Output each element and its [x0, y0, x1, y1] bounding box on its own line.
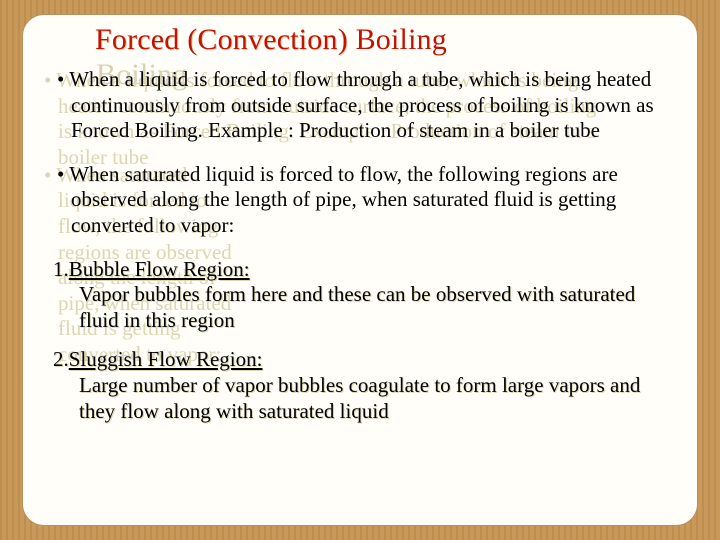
- bullet-item: • When saturated liquid is forced to flo…: [51, 162, 669, 239]
- title-text: Forced (Convection) Boiling: [95, 23, 447, 56]
- region-1-num: 1.: [53, 257, 69, 281]
- region-item: 1.Bubble Flow Region:Vapor bubbles form …: [51, 257, 669, 334]
- bullet-item: • When a liquid is forced to flow throug…: [51, 67, 669, 144]
- region-2-body: Large number of vapor bubbles coagulate …: [53, 373, 669, 424]
- region-2-num: 2.: [53, 347, 69, 371]
- bullet-2-text: When saturated liquid is forced to flow,…: [69, 162, 623, 237]
- region-2-heading: Sluggish Flow Region:: [69, 347, 263, 371]
- region-item: 2.Sluggish Flow Region:Large number of v…: [51, 347, 669, 424]
- slide-title: Forced (Convection) Boiling Forced (Conv…: [95, 23, 669, 57]
- bullet-1-text: When a liquid is forced to flow through …: [69, 67, 659, 142]
- slide-panel: Forced (Convection) Boiling Forced (Conv…: [22, 14, 698, 526]
- region-1-heading: Bubble Flow Region:: [69, 257, 250, 281]
- region-1-body: Vapor bubbles form here and these can be…: [53, 282, 669, 333]
